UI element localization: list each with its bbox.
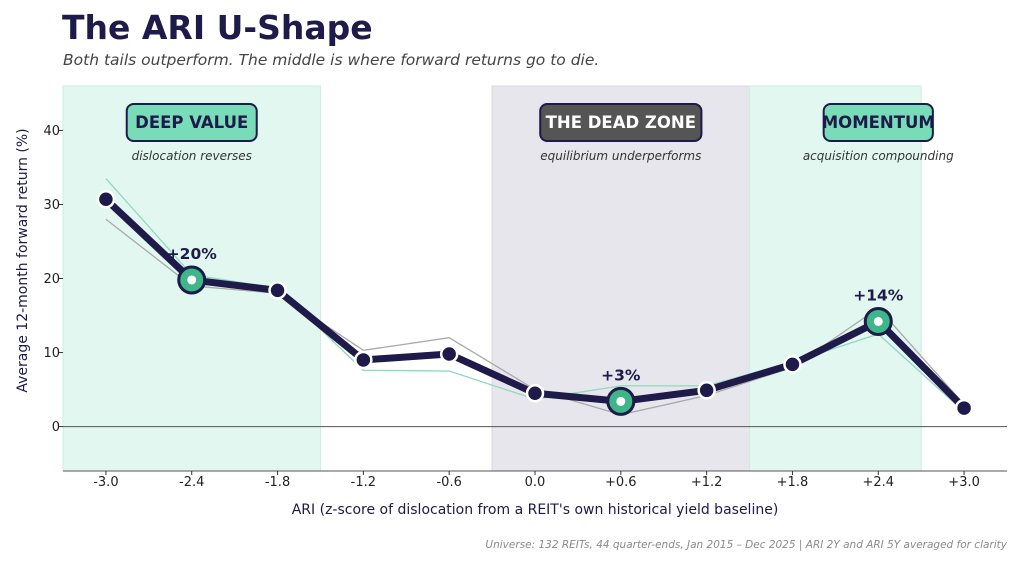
data-point — [268, 281, 287, 300]
zone-label-box — [125, 103, 258, 142]
data-point — [697, 381, 716, 400]
highlight-label: +20% — [167, 245, 218, 263]
zone-caption: dislocation reverses — [132, 149, 252, 163]
data-point — [954, 398, 974, 418]
highlight-label: +3% — [601, 366, 641, 384]
zone-label: DEEP VALUE — [135, 113, 248, 132]
data-point — [439, 344, 459, 364]
highlight-point-center — [616, 396, 626, 406]
y-tick-label: 40 — [43, 124, 60, 139]
y-tick-label: 10 — [43, 346, 60, 361]
x-tick-label: +0.6 — [605, 475, 637, 490]
x-tick-label: -1.2 — [351, 475, 376, 490]
data-point — [96, 190, 116, 209]
x-axis-label: ARI (z-score of dislocation from a REIT'… — [292, 502, 779, 518]
highlight-point-center — [873, 316, 883, 326]
x-tick-label: -1.8 — [265, 475, 290, 490]
zone-band — [749, 85, 922, 472]
x-tick-label: +1.8 — [777, 475, 809, 490]
data-point — [354, 350, 373, 370]
x-tick-label: +3.0 — [948, 475, 980, 490]
x-tick-label: -3.0 — [93, 475, 118, 490]
zone-label-box — [822, 103, 934, 142]
zone-caption: acquisition compounding — [803, 149, 954, 163]
data-point — [783, 355, 802, 374]
y-tick-label: 20 — [43, 272, 60, 287]
chart-subtitle: Both tails outperform. The middle is whe… — [63, 51, 600, 69]
y-axis-label: Average 12-month forward return (%) — [15, 128, 31, 392]
zone-label: THE DEAD ZONE — [546, 113, 696, 132]
x-tick-label: -0.6 — [436, 475, 461, 490]
y-tick-label: 30 — [43, 198, 60, 213]
x-tick-label: +1.2 — [691, 475, 723, 490]
zone-label: MOMENTUM — [822, 113, 935, 132]
chart-title: The ARI U-Shape — [62, 8, 373, 47]
data-point — [525, 384, 545, 403]
highlight-label: +14% — [853, 286, 904, 304]
x-tick-label: 0.0 — [525, 475, 546, 490]
zone-caption: equilibrium underperforms — [540, 149, 701, 163]
zone-label-box — [539, 103, 703, 142]
x-tick-label: -2.4 — [179, 475, 204, 490]
chart-footnote: Universe: 132 REITs, 44 quarter-ends, Ja… — [485, 539, 1007, 551]
y-tick-label: 0 — [52, 420, 60, 435]
x-tick-label: +2.4 — [862, 475, 894, 490]
highlight-point-center — [187, 275, 197, 285]
